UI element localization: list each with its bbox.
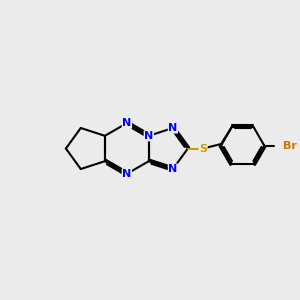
Text: N: N bbox=[168, 164, 178, 174]
Text: Br: Br bbox=[283, 140, 297, 151]
Text: N: N bbox=[122, 169, 131, 179]
Text: N: N bbox=[144, 131, 153, 141]
Text: S: S bbox=[199, 143, 207, 154]
Text: N: N bbox=[122, 118, 131, 128]
Text: N: N bbox=[168, 123, 178, 133]
